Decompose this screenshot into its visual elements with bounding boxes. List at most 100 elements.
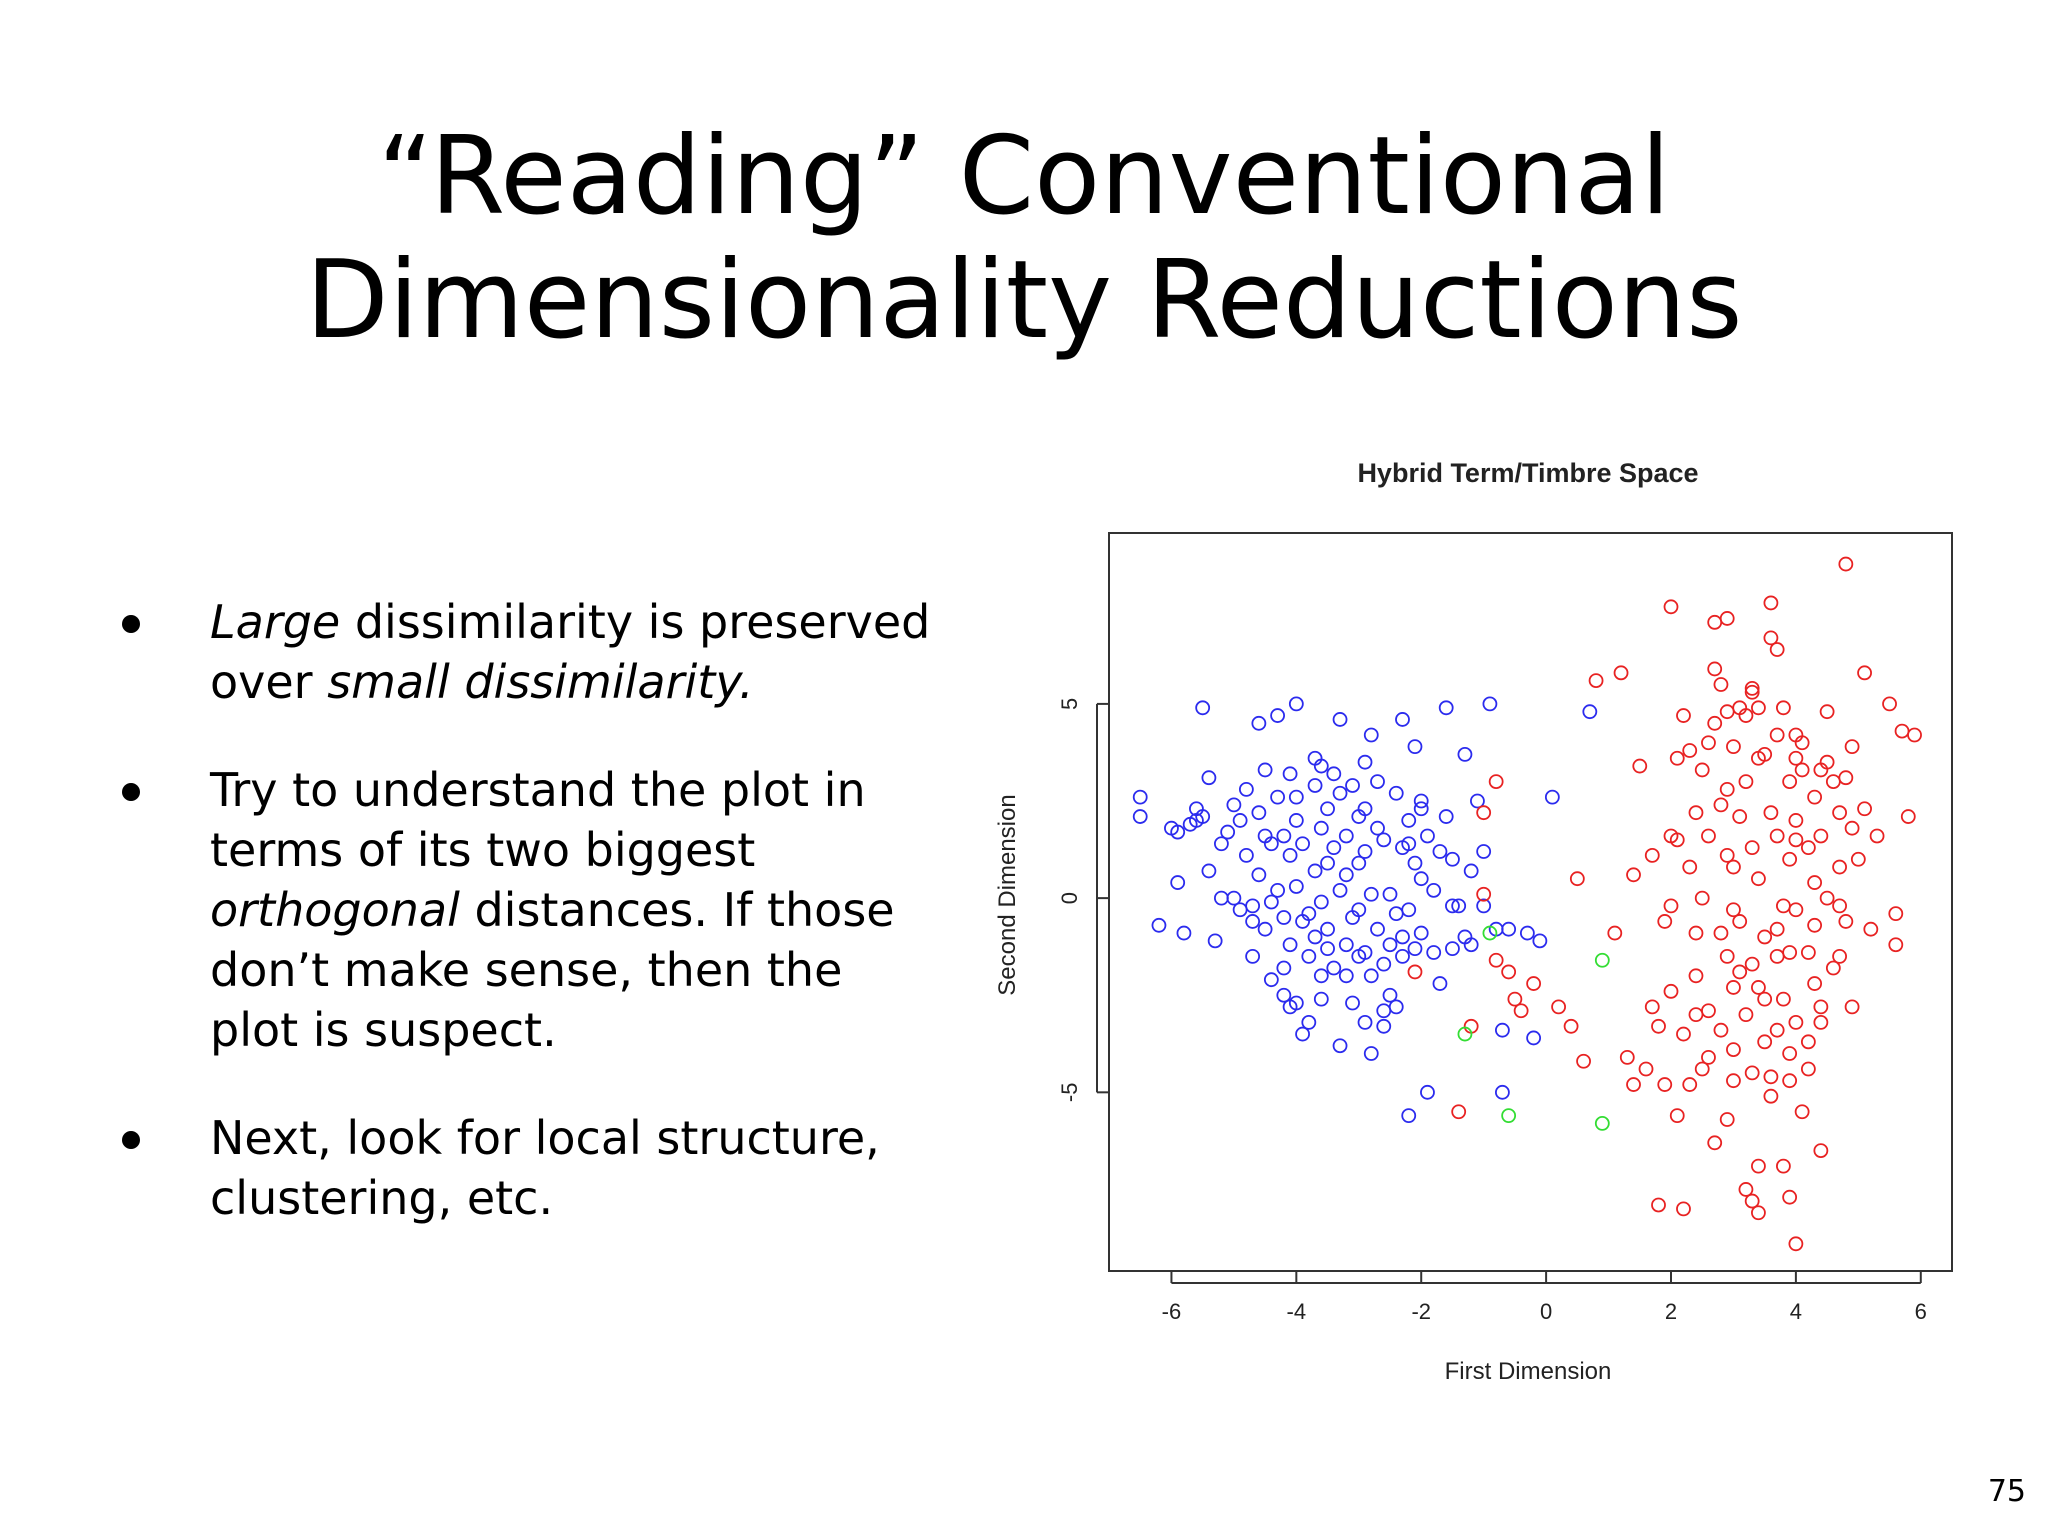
data-point [1744,684,1760,700]
data-point [1251,867,1267,883]
bullet-text-run: dissimilarity is preserved over [210,595,931,709]
data-point [1451,898,1467,914]
data-point [1501,921,1517,937]
data-point [1420,1084,1435,1100]
data-point [1607,925,1623,941]
data-point [1438,700,1454,716]
data-point [1320,921,1335,937]
data-point [1844,739,1860,755]
data-point [1195,809,1211,824]
data-point [1307,863,1323,879]
data-point [1819,890,1835,906]
data-point [1788,902,1804,918]
data-point [1769,921,1785,937]
data-point [1707,661,1723,677]
data-point [1288,696,1304,712]
data-point [1251,715,1267,731]
data-point [1401,813,1417,828]
data-point [1370,921,1385,937]
data-point [1338,937,1354,953]
data-point [1495,1022,1510,1038]
data-point [1726,1073,1741,1089]
data-point [1819,704,1835,720]
y-tick-label: -5 [1057,1083,1082,1103]
data-point [1407,941,1423,957]
data-point [1276,987,1292,1003]
data-point [1769,828,1785,844]
data-point [1776,898,1791,914]
data-point [1220,824,1236,840]
data-point [1270,789,1285,805]
data-point [1563,1018,1579,1034]
data-point [1313,820,1329,836]
data-point [1395,948,1410,964]
data-point [1719,781,1735,797]
data-point [1594,1116,1610,1131]
data-point [1769,948,1785,964]
data-point [1669,1108,1685,1124]
data-point [1782,945,1798,960]
data-point [1338,867,1354,883]
data-point [1376,1003,1392,1019]
data-point [1245,914,1261,929]
data-point [1338,968,1354,984]
data-point [1744,1193,1760,1209]
data-point [1751,1158,1766,1174]
data-point [1869,828,1885,844]
data-point [1732,964,1748,980]
data-point [1694,1061,1710,1077]
data-point [1182,816,1198,832]
data-point [1288,879,1304,894]
data-point [1663,898,1679,914]
data-point [1251,805,1267,821]
data-point [1682,859,1698,875]
data-point [1401,902,1417,918]
data-point [1751,700,1766,716]
data-point [1900,809,1916,824]
data-point [1644,999,1660,1015]
data-point [1707,614,1723,630]
data-point [1782,1073,1798,1089]
data-point [1282,937,1298,953]
data-point [1376,1018,1392,1034]
data-point [1463,863,1479,879]
data-point [1888,906,1904,922]
data-point [1763,1088,1779,1104]
data-point [1445,851,1460,867]
bullet-item: Try to understand the plot in terms of i… [118,760,938,1060]
bullet-dot-icon [122,615,140,633]
data-point [1688,1007,1704,1023]
data-point [1888,937,1904,953]
data-point [1307,778,1323,793]
data-point [1838,914,1854,929]
data-point [1800,840,1816,856]
data-point [1776,1158,1791,1174]
data-point [1214,836,1229,852]
data-point [1526,1030,1542,1046]
data-point [1238,847,1254,863]
data-point [1813,1143,1829,1158]
data-point [1782,851,1798,867]
data-point [1800,945,1816,960]
data-point [1476,844,1492,859]
data-point [1688,805,1704,821]
data-point [1726,902,1741,918]
data-point [1301,948,1317,964]
data-point [1638,1061,1654,1077]
data-point [1626,1077,1641,1092]
bullet-list: Large dissimilarity is preserved over sm… [118,592,938,1228]
data-point [1132,789,1148,805]
data-point [1214,890,1229,906]
data-point [1744,956,1760,972]
data-point [1832,898,1847,914]
bullet-dot-icon [122,1131,140,1149]
data-point [1476,886,1492,902]
y-tick-label: 0 [1057,892,1082,904]
data-point [1751,980,1766,995]
data-point [1270,882,1285,898]
data-point [1476,898,1492,914]
data-point [1588,673,1604,688]
data-point [1276,910,1292,925]
data-point [1507,991,1523,1007]
